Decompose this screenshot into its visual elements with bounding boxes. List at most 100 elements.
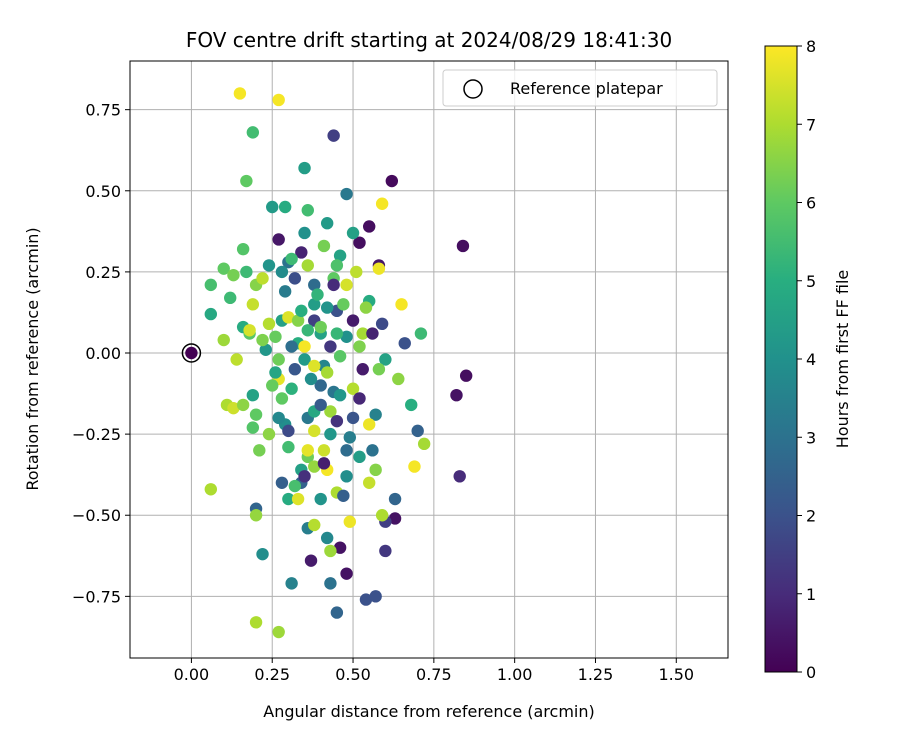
data-point [453, 470, 466, 483]
data-point [414, 327, 428, 340]
data-point [308, 460, 321, 473]
data-point [285, 252, 298, 266]
data-point [385, 174, 399, 188]
colorbar-tick-label: 0 [806, 663, 816, 682]
data-point [272, 93, 285, 107]
data-point [324, 405, 337, 418]
data-point [324, 427, 337, 441]
data-point [411, 424, 424, 438]
colorbar-tick-label: 8 [806, 37, 816, 56]
data-point [249, 408, 263, 421]
data-point [243, 324, 256, 337]
data-point [372, 363, 386, 376]
data-point [275, 476, 289, 489]
data-point [353, 392, 366, 405]
data-point [230, 353, 243, 366]
data-point [333, 541, 347, 554]
data-point [227, 268, 240, 282]
data-point [233, 87, 247, 100]
data-point [282, 311, 295, 324]
data-point [366, 444, 379, 457]
data-point [456, 239, 470, 253]
legend-box [442, 69, 718, 107]
reference-platepar-marker [181, 343, 202, 363]
data-point [314, 379, 327, 392]
legend: Reference platepar [442, 69, 718, 107]
data-point [395, 298, 408, 311]
data-point [253, 444, 266, 457]
chart-title: FOV centre drift starting at 2024/08/29 … [186, 28, 672, 52]
data-point [408, 460, 421, 473]
data-point [308, 298, 321, 311]
data-point [275, 265, 289, 279]
data-point [343, 515, 357, 528]
colorbar-gradient [764, 45, 798, 673]
y-tick-label: −0.50 [72, 506, 121, 525]
data-point [291, 314, 305, 327]
data-point [346, 314, 360, 327]
data-point [246, 126, 260, 139]
data-point [369, 408, 382, 421]
colorbar-ticks: 0 1 2 3 4 5 6 7 8 [797, 37, 816, 682]
data-point [275, 392, 289, 405]
data-point [330, 259, 344, 272]
y-tick-label: 0.00 [85, 344, 121, 363]
data-point [359, 593, 373, 606]
data-point [227, 401, 240, 415]
data-point [340, 278, 353, 292]
data-point [256, 272, 269, 285]
data-point [337, 489, 350, 502]
data-point [350, 265, 363, 279]
data-point [272, 625, 285, 639]
data-point [236, 242, 250, 256]
data-point [256, 547, 269, 561]
data-point [278, 200, 292, 214]
data-point [314, 398, 327, 412]
data-point [249, 509, 263, 522]
data-point [266, 379, 279, 392]
data-point [256, 333, 269, 347]
colorbar-label: Hours from first FF file [833, 270, 852, 449]
x-tick-label: 0.75 [416, 665, 452, 684]
data-point [317, 444, 331, 457]
plot-area-frame [129, 60, 729, 659]
y-tick-label: 0.75 [85, 101, 121, 120]
data-point [204, 483, 218, 496]
data-point [317, 239, 331, 253]
data-point [308, 424, 321, 438]
data-point [343, 431, 357, 444]
data-point [308, 518, 321, 532]
data-point [272, 411, 285, 425]
data-point [379, 544, 392, 558]
x-tick-label: 1.50 [658, 665, 694, 684]
data-point [295, 304, 308, 318]
x-axis: 0.00 0.25 0.50 0.75 1.00 1.25 1.50 [174, 658, 694, 684]
x-axis-label: Angular distance from reference (arcmin) [263, 702, 594, 721]
data-point [291, 492, 305, 506]
data-point [298, 161, 311, 175]
data-point [363, 220, 376, 233]
data-point [246, 421, 260, 434]
y-tick-label: −0.25 [72, 425, 121, 444]
data-point [259, 343, 272, 356]
data-point [311, 288, 324, 301]
data-point [375, 317, 389, 331]
data-point [204, 307, 218, 321]
data-point [353, 236, 366, 249]
data-point [340, 330, 353, 343]
x-tick-label: 0.00 [174, 665, 210, 684]
data-point [366, 327, 379, 340]
data-point [262, 317, 276, 331]
data-point [324, 340, 337, 353]
data-point [304, 372, 318, 386]
y-tick-label: −0.75 [72, 587, 121, 606]
legend-marker-reference [463, 79, 483, 99]
data-point [314, 492, 327, 506]
data-point [278, 285, 292, 298]
y-tick-label: 0.25 [85, 263, 121, 282]
data-point [217, 262, 230, 275]
x-tick-label: 0.50 [335, 665, 371, 684]
y-axis-label: Rotation from reference (arcmin) [23, 227, 42, 490]
data-point [337, 298, 350, 311]
